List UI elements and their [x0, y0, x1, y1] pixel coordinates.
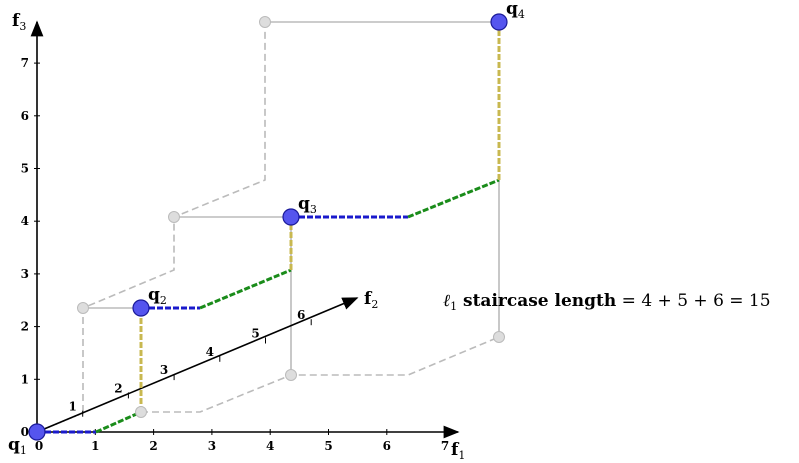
f1-tick-label: 2	[149, 439, 157, 453]
point-q1	[28, 423, 46, 441]
f1-tick-label: 3	[208, 439, 216, 453]
f3-steps	[139, 22, 501, 412]
f3-tick-label: 1	[21, 372, 29, 386]
f3-tick-label: 0	[21, 425, 29, 439]
f3-axis-label: f3	[12, 11, 26, 33]
f2-tick-label: 5	[251, 327, 259, 341]
f1-tick-label: 0	[35, 439, 43, 453]
f3-tick-label: 6	[21, 109, 29, 123]
f1-steps	[37, 215, 408, 434]
f2-steps	[95, 178, 500, 434]
f3-tick-label: 2	[21, 320, 29, 334]
f2-tick-label: 4	[206, 345, 214, 359]
label-q3: q3	[298, 194, 317, 216]
f1-tick-label: 4	[266, 439, 274, 453]
f1-tick-label: 1	[91, 439, 99, 453]
staircase-length-annotation: ℓ1 staircase length = 4 + 5 + 6 = 15	[443, 291, 771, 313]
point-q3	[282, 208, 300, 226]
f3-tick-label: 3	[21, 267, 29, 281]
f2-tick-label: 6	[297, 308, 305, 322]
label-q4: q4	[506, 0, 525, 21]
f1-tick-label: 6	[383, 439, 391, 453]
ghost-points	[77, 16, 505, 418]
f3-tick-label: 5	[21, 162, 29, 176]
label-q2: q2	[148, 285, 167, 307]
ghost-projections	[36, 21, 500, 433]
point-q2	[132, 299, 150, 317]
axes	[30, 20, 460, 439]
f2-axis-label: f2	[364, 289, 378, 311]
f2-tick-label: 1	[69, 400, 77, 414]
f3-tick-label: 4	[21, 214, 29, 228]
f1-tick-label: 7	[441, 439, 449, 453]
f1-axis-label: f1	[451, 440, 465, 462]
f2-tick-label: 2	[114, 381, 122, 395]
f3-tick-label: 7	[21, 56, 29, 70]
point-q4	[490, 13, 508, 31]
f1-tick-label: 5	[324, 439, 332, 453]
f2-tick-label: 3	[160, 363, 168, 377]
staircase-path	[37, 22, 501, 434]
label-q1: q1	[8, 435, 27, 457]
f2-axis	[36, 297, 359, 433]
